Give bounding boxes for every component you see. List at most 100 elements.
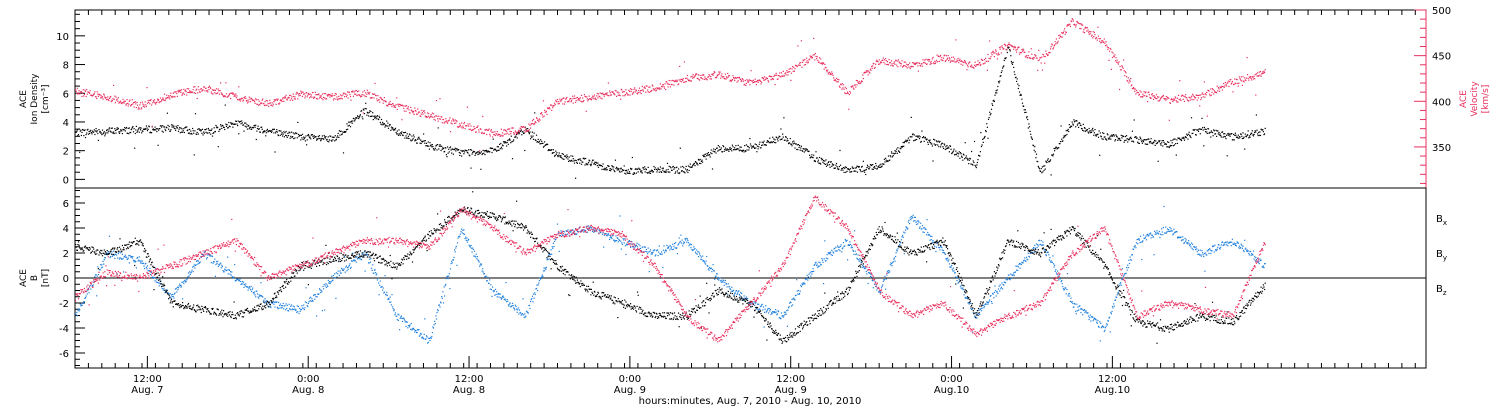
data-point <box>135 103 137 105</box>
data-point <box>1208 90 1210 92</box>
data-point <box>1187 138 1189 140</box>
data-point <box>477 125 479 127</box>
data-point <box>1137 141 1139 143</box>
data-point <box>394 106 397 108</box>
data-point <box>929 139 931 141</box>
data-point <box>86 93 88 95</box>
data-point <box>1053 147 1055 150</box>
data-point <box>331 140 333 142</box>
data-point <box>586 98 588 100</box>
data-point <box>338 130 340 132</box>
data-point <box>1248 137 1250 139</box>
data-point <box>123 129 125 131</box>
data-point <box>373 117 376 119</box>
data-point <box>121 258 123 260</box>
data-point <box>913 140 915 142</box>
data-point <box>176 127 178 129</box>
data-point <box>970 66 972 68</box>
data-point <box>404 131 407 133</box>
data-point <box>226 269 228 271</box>
data-point <box>188 132 190 134</box>
data-point <box>803 60 805 62</box>
data-point <box>680 170 683 172</box>
data-point <box>815 55 817 57</box>
data-point <box>296 311 298 313</box>
data-point <box>123 101 125 103</box>
data-point <box>277 134 279 136</box>
data-point <box>138 131 140 133</box>
data-point <box>221 93 223 95</box>
data-point <box>273 301 275 303</box>
data-point <box>506 132 508 134</box>
data-point <box>1065 135 1067 137</box>
data-point <box>1145 91 1147 93</box>
data-point <box>113 132 115 135</box>
data-point <box>363 109 365 111</box>
data-point <box>382 287 384 289</box>
data-point <box>835 164 837 166</box>
data-point <box>349 93 351 96</box>
data-point <box>335 139 337 141</box>
data-point <box>1041 69 1043 71</box>
data-point <box>475 153 477 155</box>
data-point <box>238 86 240 88</box>
data-point <box>992 50 994 52</box>
data-point <box>581 101 583 103</box>
data-point <box>465 239 467 241</box>
data-point <box>114 129 116 132</box>
data-point <box>900 148 902 150</box>
data-point <box>1252 134 1254 136</box>
data-point <box>645 169 647 171</box>
data-point <box>1079 27 1081 30</box>
data-point <box>404 105 407 107</box>
data-point <box>118 132 121 134</box>
data-point <box>872 164 874 166</box>
data-point <box>99 269 101 271</box>
data-point <box>791 68 793 70</box>
data-point <box>231 92 233 94</box>
data-point <box>382 289 384 291</box>
data-point <box>1106 44 1108 46</box>
data-point <box>90 94 92 96</box>
data-point <box>718 146 721 148</box>
data-point <box>1153 141 1155 143</box>
data-point <box>95 274 97 276</box>
data-point <box>811 56 814 58</box>
data-point <box>409 134 411 136</box>
data-point <box>634 87 636 89</box>
data-point <box>933 143 935 145</box>
data-point <box>571 160 573 162</box>
data-point <box>320 140 322 142</box>
data-point <box>1044 168 1046 170</box>
data-point <box>276 306 278 308</box>
data-point <box>847 92 849 94</box>
data-point <box>390 301 392 303</box>
data-point <box>398 314 400 316</box>
data-point <box>1017 47 1019 49</box>
data-point <box>761 141 763 143</box>
data-point <box>587 163 589 165</box>
data-point <box>725 149 728 151</box>
data-point <box>176 95 178 97</box>
data-point <box>561 153 563 155</box>
data-point <box>741 150 743 153</box>
data-point <box>554 104 556 106</box>
data-point <box>1055 146 1057 148</box>
data-point <box>454 119 456 121</box>
data-point <box>893 62 895 64</box>
data-point <box>1231 133 1233 135</box>
data-point <box>199 129 201 131</box>
data-point <box>1008 42 1010 44</box>
data-point <box>318 288 321 290</box>
data-point <box>940 59 942 61</box>
data-point <box>155 103 157 105</box>
data-point <box>735 148 738 151</box>
data-point <box>368 111 370 114</box>
data-point <box>1141 96 1143 98</box>
data-point <box>163 287 165 289</box>
data-point <box>234 94 236 96</box>
data-point <box>948 151 950 153</box>
data-point <box>369 91 371 93</box>
data-point <box>665 89 667 91</box>
data-point <box>1100 136 1102 138</box>
